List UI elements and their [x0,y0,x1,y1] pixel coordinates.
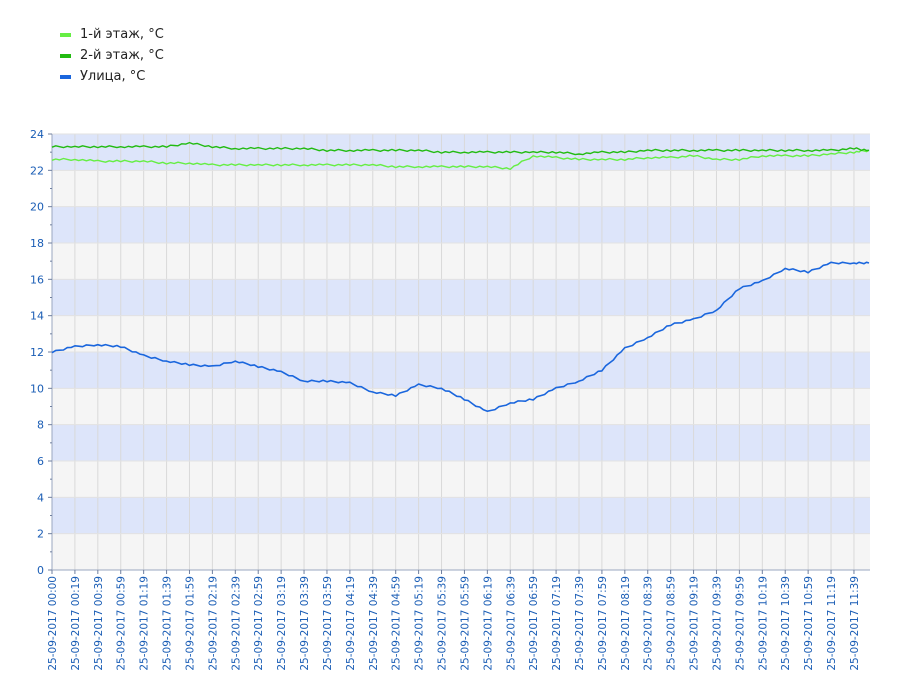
x-tick-label: 25-09-2017 08:39 [643,576,655,671]
y-tick-label: 6 [37,455,44,468]
plot-band [52,315,870,352]
x-tick-label: 25-09-2017 03:39 [299,576,311,671]
legend-swatch-floor1 [60,32,71,37]
x-tick-label: 25-09-2017 11:39 [849,576,861,671]
x-axis-ticks: 25-09-2017 00:00 25-09-2017 00:19 25-09-20… [47,570,861,671]
x-tick-label: 25-09-2017 08:19 [620,576,632,671]
plot-band [52,170,870,207]
legend-label-floor1: 1-й этаж, °C [80,27,164,42]
x-tick-label: 25-09-2017 05:39 [437,576,449,671]
x-tick-label: 25-09-2017 01:39 [162,576,174,671]
y-tick-label: 10 [30,382,44,395]
x-tick-label: 25-09-2017 10:59 [803,576,815,671]
y-tick-label: 22 [30,164,44,177]
legend-item-street: Улица, °C [60,66,164,87]
x-tick-label: 25-09-2017 00:00 [47,576,59,671]
x-tick-label: 25-09-2017 00:19 [70,576,82,671]
legend-item-floor2: 2-й этаж, °C [60,45,164,66]
x-tick-label: 25-09-2017 02:19 [207,576,219,671]
legend-label-street: Улица, °C [80,69,146,84]
legend-swatch-floor2 [60,53,71,58]
x-tick-label: 25-09-2017 04:59 [391,576,403,671]
y-tick-label: 18 [30,237,44,250]
x-tick-label: 25-09-2017 04:19 [345,576,357,671]
y-tick-label: 0 [37,564,44,577]
x-tick-label: 25-09-2017 05:59 [459,576,471,671]
x-tick-label: 25-09-2017 01:19 [139,576,151,671]
y-tick-label: 8 [37,419,44,432]
y-tick-label: 14 [30,310,44,323]
x-tick-label: 25-09-2017 01:59 [184,576,196,671]
series-lines [51,141,870,412]
x-tick-label: 25-09-2017 00:59 [116,576,128,671]
plot-band [52,497,870,534]
y-tick-label: 4 [37,491,44,504]
x-tick-label: 25-09-2017 04:39 [368,576,380,671]
x-tick-label: 25-09-2017 11:19 [826,576,838,671]
plot-band [52,461,870,498]
x-tick-label: 25-09-2017 10:39 [780,576,792,671]
plot-background [52,134,870,570]
series-line-floor2 [51,141,870,156]
x-tick-label: 25-09-2017 06:19 [482,576,494,671]
y-tick-label: 2 [37,528,44,541]
legend-swatch-street [60,74,71,79]
x-tick-label: 25-09-2017 00:39 [93,576,105,671]
y-tick-label: 16 [30,273,44,286]
plot-band [52,206,870,243]
plot-band [52,134,870,171]
x-tick-label: 25-09-2017 02:59 [253,576,265,671]
y-tick-label: 12 [30,346,44,359]
series-line-floor1 [51,149,870,171]
legend: 1-й этаж, °C 2-й этаж, °C Улица, °C [60,24,164,87]
x-tick-label: 25-09-2017 03:19 [276,576,288,671]
y-tick-label: 24 [30,128,44,141]
plot-band [52,352,870,389]
x-tick-label: 25-09-2017 07:59 [597,576,609,671]
x-tick-label: 25-09-2017 09:59 [734,576,746,671]
x-tick-label: 25-09-2017 06:59 [528,576,540,671]
x-tick-label: 25-09-2017 06:39 [505,576,517,671]
legend-item-floor1: 1-й этаж, °C [60,24,164,45]
plot-band [52,279,870,316]
plot-band [52,243,870,280]
y-tick-label: 20 [30,201,44,214]
series-line-street [51,261,870,412]
x-tick-label: 25-09-2017 10:19 [757,576,769,671]
x-tick-label: 25-09-2017 09:39 [711,576,723,671]
legend-label-floor2: 2-й этаж, °C [80,48,164,63]
plot-band [52,424,870,461]
x-tick-label: 25-09-2017 09:19 [689,576,701,671]
x-tick-label: 25-09-2017 05:19 [414,576,426,671]
x-tick-label: 25-09-2017 07:19 [551,576,563,671]
x-tick-label: 25-09-2017 08:59 [666,576,678,671]
plot-band [52,388,870,425]
plot-band [52,533,870,570]
x-tick-label: 25-09-2017 02:39 [230,576,242,671]
x-tick-label: 25-09-2017 07:39 [574,576,586,671]
x-tick-label: 25-09-2017 03:59 [322,576,334,671]
